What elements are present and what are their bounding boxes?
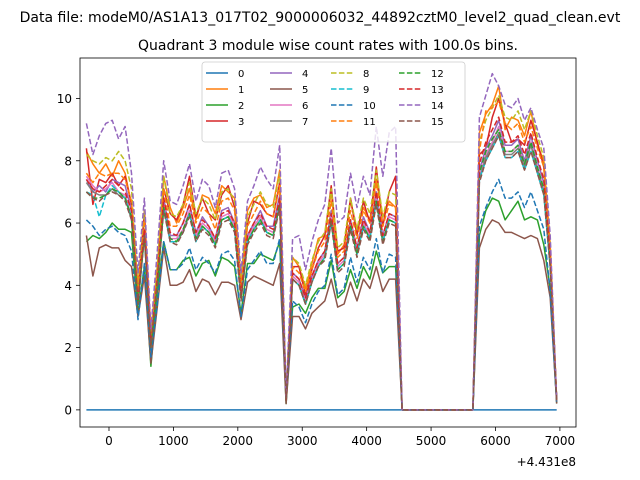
legend-label-15: 15 [431, 117, 444, 128]
y-tick-label: 4 [64, 279, 72, 293]
x-tick-label: 2000 [223, 434, 254, 448]
legend-label-2: 2 [238, 101, 244, 112]
x-tick-label: 6000 [480, 434, 511, 448]
series-line-8 [85, 94, 558, 411]
legend-label-14: 14 [431, 101, 444, 112]
y-tick-label: 10 [57, 92, 72, 106]
plot-frame [79, 57, 577, 428]
legend-label-1: 1 [238, 85, 244, 96]
legend-label-4: 4 [302, 69, 308, 80]
legend-label-6: 6 [302, 101, 308, 112]
series-line-11 [85, 100, 558, 411]
legend-label-13: 13 [431, 85, 444, 96]
x-tick-label: 1000 [158, 434, 189, 448]
legend-label-12: 12 [431, 69, 444, 80]
legend-label-5: 5 [302, 85, 308, 96]
series-line-13 [85, 116, 558, 411]
legend-label-0: 0 [238, 69, 244, 80]
legend-frame [201, 61, 466, 143]
legend-label-9: 9 [363, 85, 369, 96]
x-tick-label: 0 [105, 434, 113, 448]
x-tick-label: 7000 [545, 434, 576, 448]
x-tick-label: 5000 [416, 434, 447, 448]
figure-suptitle: Data file: modeM0/AS1A13_017T02_90000060… [20, 10, 621, 26]
series-line-15 [85, 135, 558, 411]
series-layer [85, 72, 558, 411]
y-tick-label: 6 [64, 217, 72, 231]
x-offset-label: +4.431e8 [517, 455, 576, 469]
y-tick-label: 2 [64, 341, 72, 355]
legend-label-11: 11 [363, 117, 376, 128]
y-tick-label: 8 [64, 154, 72, 168]
x-tick-label: 4000 [351, 434, 382, 448]
y-tick-label: 0 [64, 403, 72, 417]
legend-label-3: 3 [238, 117, 244, 128]
legend-label-8: 8 [363, 69, 369, 80]
chart-title: Quadrant 3 module wise count rates with … [138, 38, 518, 54]
series-line-14 [85, 72, 558, 411]
x-axis: 0 1000 2000 3000 4000 5000 6000 7000 [105, 427, 575, 448]
legend-label-10: 10 [363, 101, 376, 112]
y-axis: 0 2 4 6 8 10 [57, 92, 80, 417]
series-line-10 [85, 178, 558, 411]
x-tick-label: 3000 [287, 434, 318, 448]
legend-label-7: 7 [302, 117, 308, 128]
